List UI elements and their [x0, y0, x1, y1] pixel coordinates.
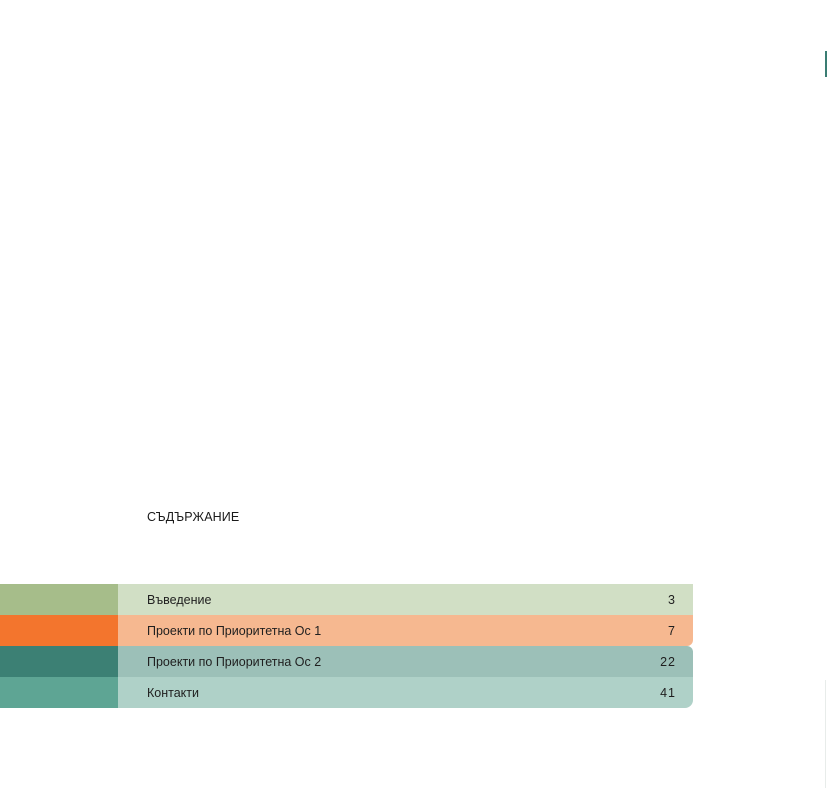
page-edge-line: [825, 680, 826, 788]
toc-color-tab: [0, 677, 118, 708]
toc-entry-introduction[interactable]: Въведение 3: [0, 584, 693, 615]
toc-entry-label: Въведение: [147, 592, 212, 607]
toc-entry-contacts[interactable]: Контакти 41: [0, 677, 693, 708]
toc-entry-priority-axis-2[interactable]: Проекти по Приоритетна Ос 2 22: [0, 646, 693, 677]
toc-color-tab: [0, 584, 118, 615]
toc-entry-page: 41: [660, 685, 676, 700]
toc-entry-priority-axis-1[interactable]: Проекти по Приоритетна Ос 1 7: [0, 615, 693, 646]
toc-entry-label: Проекти по Приоритетна Ос 1: [147, 623, 322, 638]
toc-entry-label: Проекти по Приоритетна Ос 2: [147, 654, 322, 669]
toc-title: СЪДЪРЖАНИЕ: [147, 510, 240, 524]
toc-entry-bar: Проекти по Приоритетна Ос 1 7: [118, 615, 693, 646]
toc-entry-page: 7: [668, 623, 676, 638]
toc-entry-bar: Въведение 3: [118, 584, 693, 615]
table-of-contents: Въведение 3 Проекти по Приоритетна Ос 1 …: [0, 584, 693, 708]
toc-entry-page: 3: [668, 592, 676, 607]
toc-entry-label: Контакти: [147, 685, 199, 700]
toc-color-tab: [0, 646, 118, 677]
toc-color-tab: [0, 615, 118, 646]
toc-entry-bar: Контакти 41: [118, 677, 693, 708]
page-edge-marker: [825, 51, 827, 77]
toc-entry-page: 22: [660, 654, 676, 669]
toc-entry-bar: Проекти по Приоритетна Ос 2 22: [118, 646, 693, 677]
